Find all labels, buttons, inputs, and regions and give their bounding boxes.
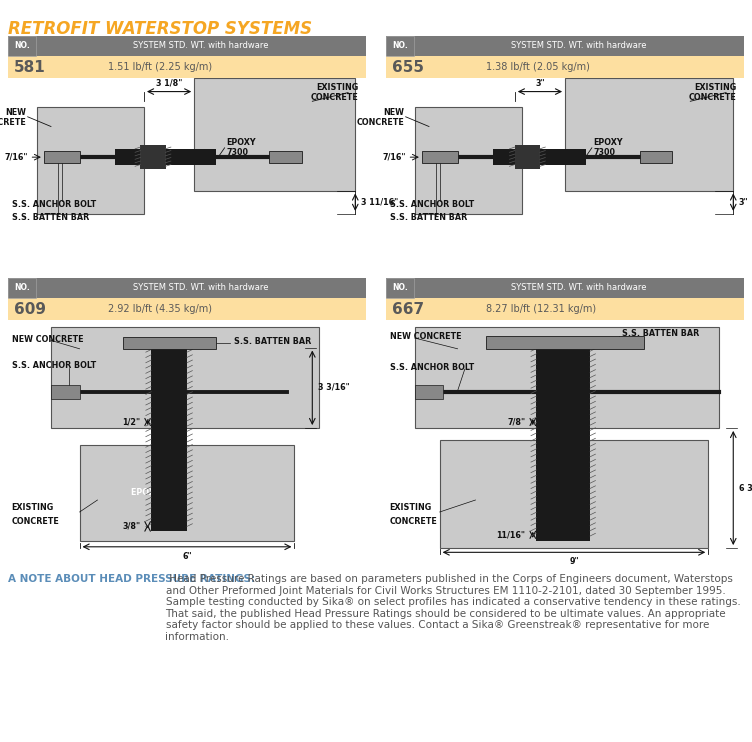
Text: SYSTEM STD. WT. with hardware: SYSTEM STD. WT. with hardware — [133, 42, 268, 50]
Bar — [386, 36, 744, 56]
Text: NEW: NEW — [5, 108, 26, 117]
Bar — [386, 36, 414, 56]
Text: CONCRETE: CONCRETE — [356, 118, 404, 127]
Text: SYSTEM STD. WT. with hardware: SYSTEM STD. WT. with hardware — [511, 283, 647, 292]
Text: 581: 581 — [14, 59, 46, 74]
Text: S.S. ANCHOR BOLT: S.S. ANCHOR BOLT — [11, 361, 96, 370]
Text: 609: 609 — [14, 301, 46, 317]
Bar — [640, 151, 672, 163]
Text: 7300: 7300 — [543, 498, 566, 507]
Text: EXISTING: EXISTING — [317, 83, 359, 92]
Bar — [8, 36, 36, 56]
Bar — [536, 339, 590, 541]
Text: S.S. BATTEN BAR: S.S. BATTEN BAR — [11, 213, 89, 222]
Bar — [414, 385, 443, 399]
Text: RETROFIT WATERSTOP SYSTEMS: RETROFIT WATERSTOP SYSTEMS — [8, 20, 312, 38]
Text: CONCRETE: CONCRETE — [311, 93, 359, 102]
Text: 6 3/8": 6 3/8" — [738, 484, 752, 493]
Text: 2.92 lb/ft (4.35 kg/m): 2.92 lb/ft (4.35 kg/m) — [108, 304, 212, 314]
Bar — [194, 78, 355, 191]
Text: Head Pressure Ratings are based on parameters published in the Corps of Engineer: Head Pressure Ratings are based on param… — [165, 574, 740, 642]
Text: 7/16": 7/16" — [382, 153, 405, 162]
Text: 11/16": 11/16" — [496, 531, 526, 539]
Text: CONCRETE: CONCRETE — [689, 93, 737, 102]
Bar — [8, 298, 366, 320]
Bar — [386, 278, 744, 298]
Bar — [8, 56, 366, 78]
Text: NEW: NEW — [383, 108, 404, 117]
Bar — [386, 56, 744, 78]
Text: 6": 6" — [182, 551, 192, 561]
Text: 1/2": 1/2" — [123, 418, 141, 427]
Bar — [151, 339, 187, 531]
Text: 7/8": 7/8" — [508, 418, 526, 427]
Text: NEW CONCRETE: NEW CONCRETE — [11, 335, 83, 344]
Text: EXISTING: EXISTING — [390, 502, 432, 512]
Text: 8.27 lb/ft (12.31 kg/m): 8.27 lb/ft (12.31 kg/m) — [486, 304, 596, 314]
Bar — [8, 278, 36, 298]
Text: NO.: NO. — [14, 42, 30, 50]
Bar — [386, 298, 744, 320]
Bar — [51, 327, 320, 428]
Bar — [386, 278, 414, 298]
Text: CONCRETE: CONCRETE — [0, 118, 26, 127]
Text: EPOXY: EPOXY — [593, 139, 623, 148]
Text: EPOXY: EPOXY — [226, 139, 256, 148]
Text: NO.: NO. — [392, 283, 408, 292]
Text: 3/8": 3/8" — [123, 522, 141, 531]
Bar — [269, 151, 302, 163]
Text: S.S. BATTEN BAR: S.S. BATTEN BAR — [390, 213, 467, 222]
Text: S.S. ANCHOR BOLT: S.S. ANCHOR BOLT — [390, 364, 474, 372]
Bar — [493, 149, 587, 165]
Text: EXISTING: EXISTING — [11, 502, 54, 512]
Text: 3": 3" — [738, 197, 748, 207]
Text: EPOXY 7300: EPOXY 7300 — [131, 488, 186, 497]
Text: NEW CONCRETE: NEW CONCRETE — [390, 332, 461, 341]
Text: SYSTEM STD. WT. with hardware: SYSTEM STD. WT. with hardware — [133, 283, 268, 292]
Bar — [37, 107, 144, 214]
Bar — [440, 440, 708, 548]
Bar — [414, 327, 719, 428]
Text: 3 3/16": 3 3/16" — [317, 383, 350, 392]
Text: NO.: NO. — [392, 42, 408, 50]
Text: 3": 3" — [535, 79, 544, 88]
Text: S.S. BATTEN BAR: S.S. BATTEN BAR — [234, 337, 311, 346]
Text: SYSTEM STD. WT. with hardware: SYSTEM STD. WT. with hardware — [511, 42, 647, 50]
Bar — [565, 78, 733, 191]
Text: 667: 667 — [392, 301, 424, 317]
Bar — [51, 385, 80, 399]
Text: 7300: 7300 — [593, 148, 616, 157]
Bar — [80, 444, 294, 541]
Bar — [123, 337, 216, 349]
Text: 7/16": 7/16" — [5, 153, 28, 162]
Text: CONCRETE: CONCRETE — [390, 517, 438, 526]
Bar — [44, 151, 80, 163]
Text: 1.38 lb/ft (2.05 kg/m): 1.38 lb/ft (2.05 kg/m) — [486, 62, 590, 72]
Bar — [422, 151, 458, 163]
Bar — [414, 107, 522, 214]
Text: 3 11/16": 3 11/16" — [361, 197, 398, 207]
Text: 1.51 lb/ft (2.25 kg/m): 1.51 lb/ft (2.25 kg/m) — [108, 62, 212, 72]
Text: 7300: 7300 — [226, 148, 248, 157]
Bar — [141, 145, 165, 169]
Bar — [115, 149, 216, 165]
Bar — [8, 278, 366, 298]
Text: 3 1/8": 3 1/8" — [156, 79, 182, 88]
Text: EPOXY: EPOXY — [539, 484, 569, 493]
Text: 9": 9" — [569, 557, 579, 566]
Text: S.S. ANCHOR BOLT: S.S. ANCHOR BOLT — [11, 200, 96, 209]
Text: NO.: NO. — [14, 283, 30, 292]
Text: A NOTE ABOUT HEAD PRESSURE RATINGS:: A NOTE ABOUT HEAD PRESSURE RATINGS: — [8, 574, 255, 584]
Bar — [8, 36, 366, 56]
Bar — [487, 335, 644, 349]
Text: CONCRETE: CONCRETE — [11, 517, 59, 526]
Text: S.S. ANCHOR BOLT: S.S. ANCHOR BOLT — [390, 200, 474, 209]
Text: EXISTING: EXISTING — [695, 83, 737, 92]
Text: 655: 655 — [392, 59, 424, 74]
Text: S.S. BATTEN BAR: S.S. BATTEN BAR — [622, 329, 699, 338]
Bar — [515, 145, 540, 169]
